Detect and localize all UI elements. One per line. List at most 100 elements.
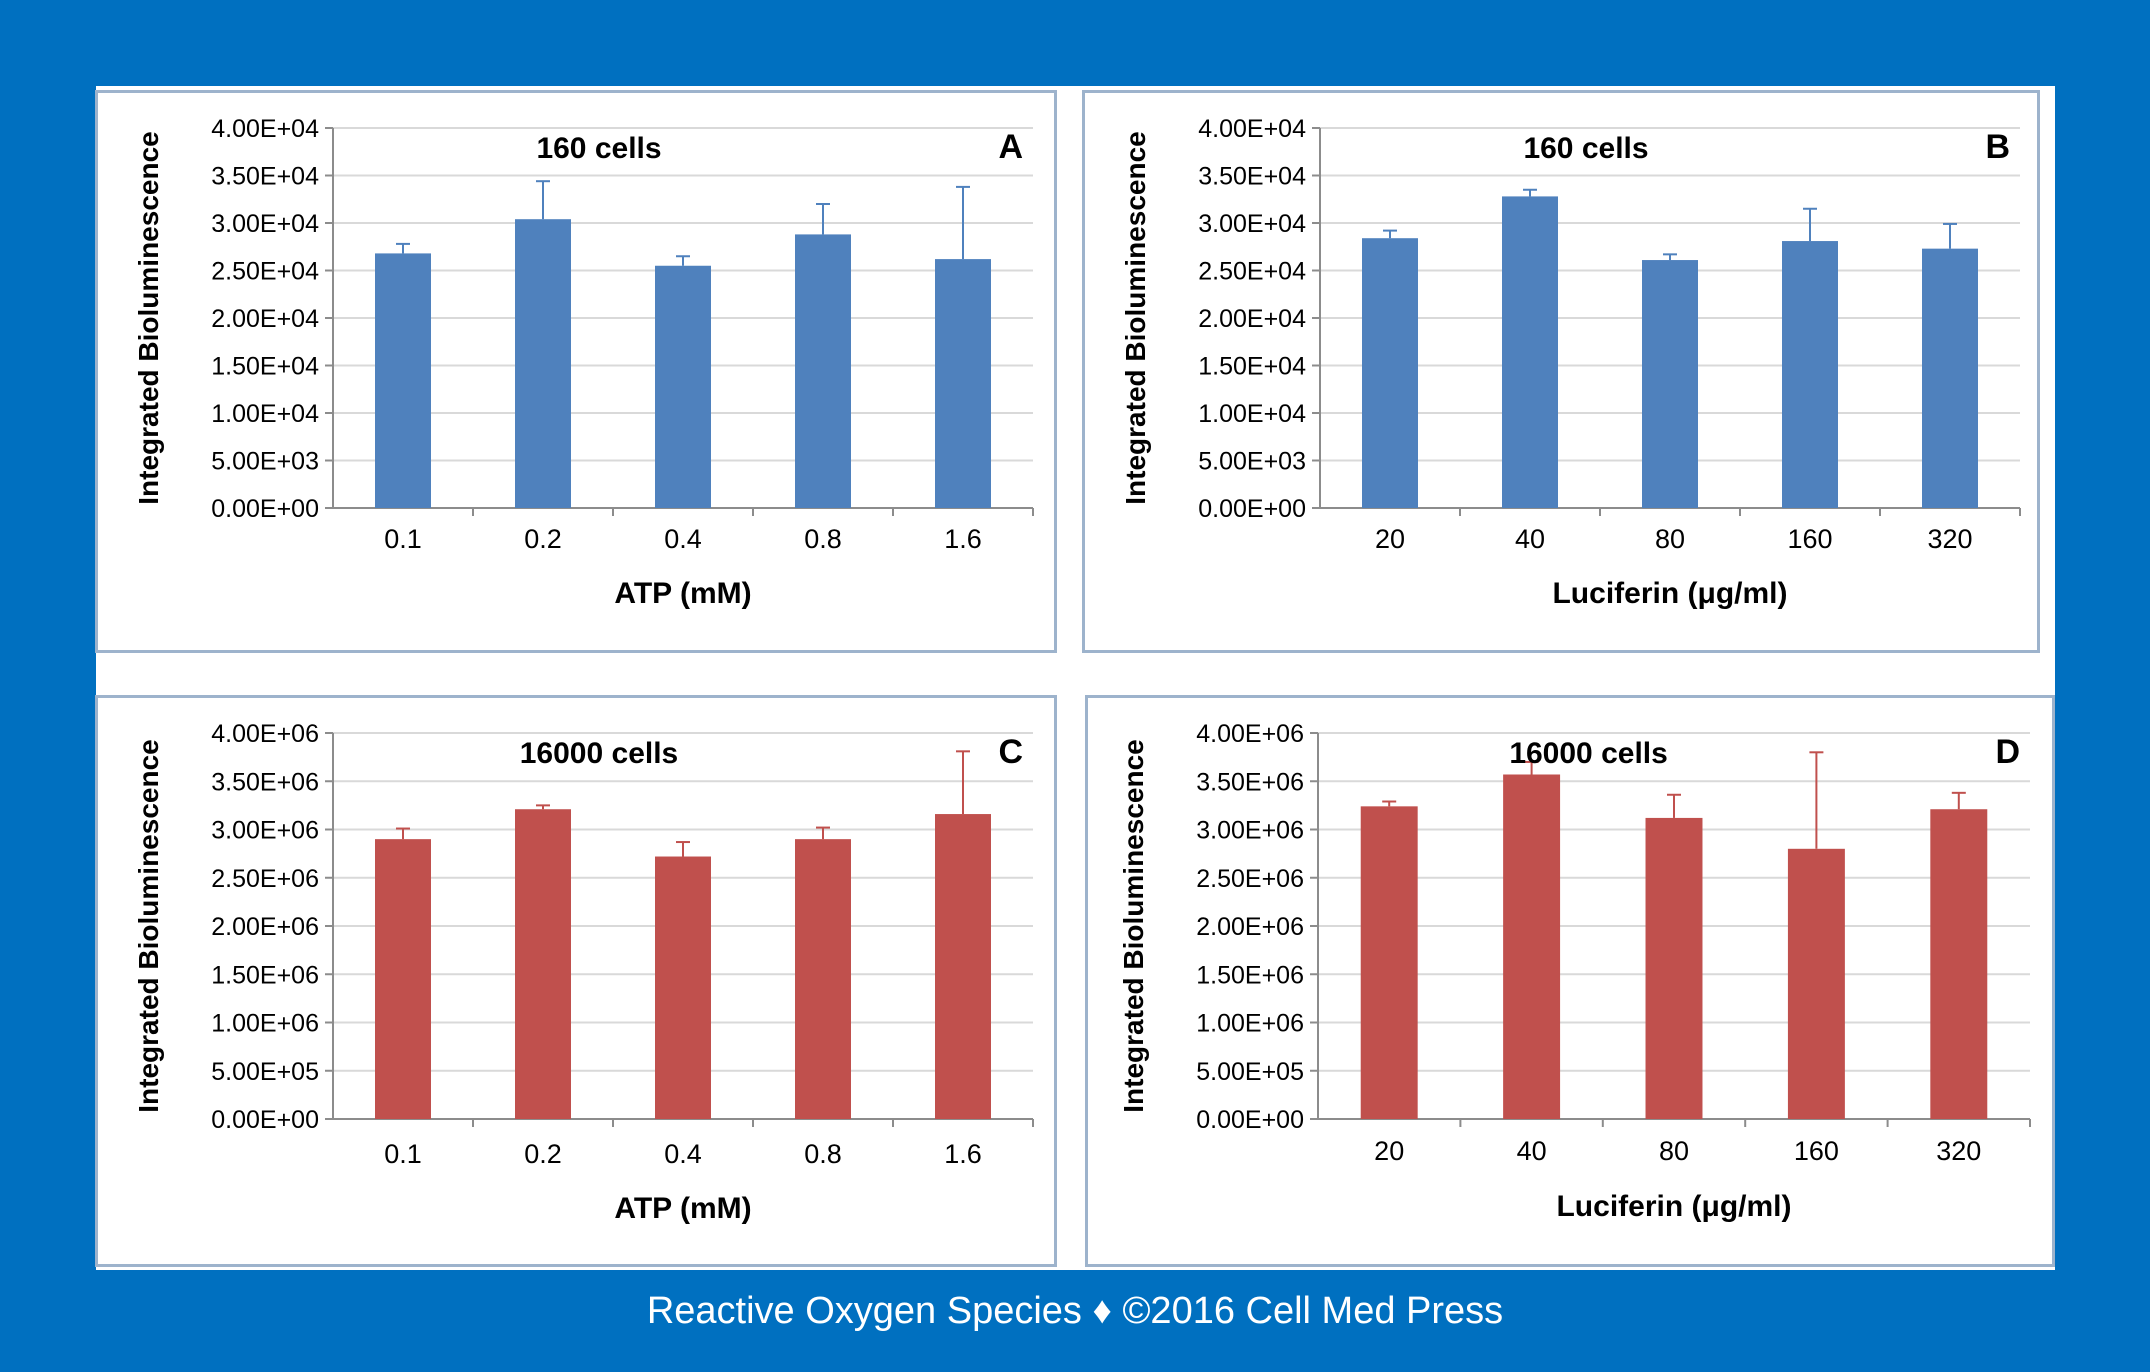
- chart-svg: 0.00E+00 5.00E+03 1.00E+04 1.50E+04 2.00E+04…: [1120, 115, 2021, 610]
- chart-svg: 0.00E+00 5.00E+03 1.00E+04 1.50E+04 2.00E+04…: [133, 115, 1034, 610]
- y-tick-label: 1.50E+04: [1198, 353, 1306, 381]
- x-tick-label: 0.1: [384, 524, 422, 554]
- y-tick-label: 2.00E+04: [1198, 305, 1306, 333]
- x-tick-label: 1.6: [944, 524, 982, 554]
- bar: [655, 856, 711, 1119]
- y-tick-label: 2.50E+06: [211, 865, 319, 893]
- chart-panel-b: 0.00E+00 5.00E+03 1.00E+04 1.50E+04 2.00E+04…: [1082, 90, 2040, 653]
- y-tick-label: 1.00E+04: [211, 400, 319, 428]
- y-tick-label: 2.50E+06: [1196, 865, 1304, 893]
- bar: [1645, 817, 1703, 1119]
- separator-diamond: ♦: [1092, 1290, 1112, 1332]
- y-axis-title: Integrated Bioluminescence: [133, 739, 164, 1112]
- bar: [515, 809, 571, 1119]
- bar: [935, 259, 991, 508]
- chart-title: 16000 cells: [520, 737, 678, 770]
- y-axis-title: Integrated Bioluminescence: [133, 131, 164, 504]
- y-tick-label: 0.00E+00: [1198, 495, 1306, 523]
- x-tick-label: 0.2: [524, 1139, 562, 1169]
- bar: [1787, 848, 1845, 1119]
- y-tick-label: 2.00E+06: [211, 913, 319, 941]
- chart-panel-a: 0.00E+00 5.00E+03 1.00E+04 1.50E+04 2.00E+04…: [95, 90, 1057, 653]
- x-tick-label: 20: [1374, 1136, 1404, 1166]
- bar: [795, 839, 851, 1119]
- x-tick-label: 40: [1515, 524, 1545, 554]
- y-tick-label: 3.50E+04: [211, 163, 319, 191]
- x-tick-label: 160: [1794, 1136, 1839, 1166]
- chart-svg: 0.00E+00 5.00E+05 1.00E+06 1.50E+06 2.00E+06…: [1118, 720, 2031, 1223]
- y-tick-label: 1.00E+06: [211, 1010, 319, 1038]
- x-tick-label: 1.6: [944, 1139, 982, 1169]
- y-axis-title: Integrated Bioluminescence: [1120, 131, 1151, 504]
- x-tick-label: 0.4: [664, 524, 702, 554]
- bar: [1503, 774, 1561, 1119]
- x-tick-label: 0.1: [384, 1139, 422, 1169]
- bar: [1360, 806, 1418, 1119]
- x-axis-title: Luciferin (μg/ml): [1552, 577, 1787, 610]
- bar: [655, 265, 711, 508]
- y-tick-label: 5.00E+05: [211, 1058, 319, 1086]
- y-tick-label: 1.50E+04: [211, 353, 319, 381]
- chart-panel-c: 0.00E+00 5.00E+05 1.00E+06 1.50E+06 2.00E+06…: [95, 695, 1057, 1267]
- bar: [515, 219, 571, 508]
- y-tick-label: 2.00E+06: [1196, 913, 1304, 941]
- chart-title: 160 cells: [536, 132, 661, 165]
- chart-title: 16000 cells: [1509, 737, 1667, 770]
- y-tick-label: 3.00E+04: [211, 210, 319, 238]
- x-tick-label: 160: [1787, 524, 1832, 554]
- panel-letter: B: [1985, 128, 2010, 166]
- bar: [375, 839, 431, 1119]
- y-tick-label: 2.00E+04: [211, 305, 319, 333]
- y-tick-label: 3.00E+06: [1196, 817, 1304, 845]
- x-tick-label: 0.8: [804, 1139, 842, 1169]
- y-tick-label: 5.00E+03: [211, 448, 319, 476]
- y-tick-label: 4.00E+06: [211, 720, 319, 748]
- x-tick-label: 80: [1655, 524, 1685, 554]
- chart-panel-d: 0.00E+00 5.00E+05 1.00E+06 1.50E+06 2.00E+06…: [1085, 695, 2055, 1267]
- y-tick-label: 5.00E+05: [1196, 1058, 1304, 1086]
- x-tick-label: 0.4: [664, 1139, 702, 1169]
- bar: [1502, 196, 1558, 508]
- x-tick-label: 320: [1927, 524, 1972, 554]
- bar: [795, 234, 851, 508]
- panel-letter: A: [998, 128, 1023, 166]
- x-axis-title: Luciferin (μg/ml): [1556, 1190, 1791, 1223]
- bar: [1642, 260, 1698, 508]
- y-tick-label: 3.50E+06: [1196, 768, 1304, 796]
- y-tick-label: 1.50E+06: [1196, 961, 1304, 989]
- y-tick-label: 0.00E+00: [1196, 1106, 1304, 1134]
- x-axis-title: ATP (mM): [614, 1192, 751, 1225]
- x-tick-label: 0.2: [524, 524, 562, 554]
- x-tick-label: 20: [1375, 524, 1405, 554]
- journal-name: Reactive Oxygen Species: [646, 1290, 1082, 1332]
- x-tick-label: 80: [1659, 1136, 1689, 1166]
- panel-letter: C: [998, 733, 1023, 771]
- y-tick-label: 2.50E+04: [1198, 258, 1306, 286]
- bar: [1782, 241, 1838, 509]
- bar: [1362, 238, 1418, 508]
- y-tick-label: 4.00E+06: [1196, 720, 1304, 748]
- bar: [1930, 809, 1988, 1119]
- y-tick-label: 3.00E+06: [211, 817, 319, 845]
- y-tick-label: 5.00E+03: [1198, 448, 1306, 476]
- y-tick-label: 0.00E+00: [211, 1106, 319, 1134]
- y-tick-label: 1.50E+06: [211, 961, 319, 989]
- y-tick-label: 3.00E+04: [1198, 210, 1306, 238]
- panel-letter: D: [1995, 733, 2020, 771]
- y-tick-label: 1.00E+06: [1196, 1010, 1304, 1038]
- y-tick-label: 4.00E+04: [1198, 115, 1306, 143]
- x-tick-label: 320: [1936, 1136, 1981, 1166]
- x-tick-label: 40: [1517, 1136, 1547, 1166]
- bar: [935, 814, 991, 1119]
- y-tick-label: 0.00E+00: [211, 495, 319, 523]
- y-tick-label: 4.00E+04: [211, 115, 319, 143]
- bar: [375, 253, 431, 508]
- footer-credit: Reactive Oxygen Species ♦ ©2016 Cell Med…: [0, 1290, 2150, 1333]
- y-tick-label: 3.50E+04: [1198, 163, 1306, 191]
- bar: [1922, 248, 1978, 508]
- chart-svg: 0.00E+00 5.00E+05 1.00E+06 1.50E+06 2.00E+06…: [133, 720, 1034, 1225]
- chart-title: 160 cells: [1523, 132, 1648, 165]
- x-axis-title: ATP (mM): [614, 577, 751, 610]
- y-tick-label: 2.50E+04: [211, 258, 319, 286]
